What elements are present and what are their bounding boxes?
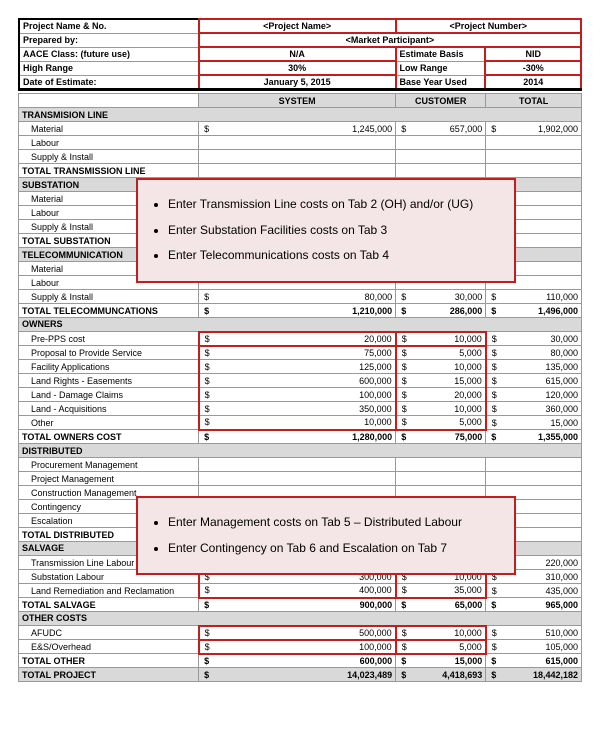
date-val[interactable]: January 5, 2015 [199, 75, 396, 90]
col-total: TOTAL [486, 94, 582, 108]
est-basis-label: Estimate Basis [396, 47, 486, 61]
callout-management: Enter Management costs on Tab 5 – Distri… [136, 496, 516, 575]
row-owners-dmg: Land - Damage Claims $100,000 $20,000 $1… [19, 388, 582, 402]
row-tele-supply: Supply & Install $80,000 $30,000 $110,00… [19, 290, 582, 304]
row-owners-ease: Land Rights - Easements $600,000 $15,000… [19, 374, 582, 388]
callout-item: Enter Telecommunications costs on Tab 4 [168, 245, 500, 267]
section-distributed: DISTRIBUTED [19, 444, 582, 458]
row-owners-fac: Facility Applications $125,000 $10,000 $… [19, 360, 582, 374]
row-dist-proc: Procurement Management [19, 458, 582, 472]
row-other-eso: E&S/Overhead $100,000 $5,000 $105,000 [19, 640, 582, 654]
est-basis-val[interactable]: NID [485, 47, 581, 61]
row-owners-acq: Land - Acquisitions $350,000 $10,000 $36… [19, 402, 582, 416]
row-other-total: TOTAL OTHER $600,000 $15,000 $615,000 [19, 654, 582, 668]
row-other-afudc: AFUDC $500,000 $10,000 $510,000 [19, 626, 582, 640]
base-val[interactable]: 2014 [485, 75, 581, 90]
row-trans-labour: Labour [19, 136, 582, 150]
row-salv-total: TOTAL SALVAGE $900,000 $65,000 $965,000 [19, 598, 582, 612]
header-table: Project Name & No. <Project Name> <Proje… [18, 18, 582, 91]
row-owners-other: Other $10,000 $5,000 $15,000 [19, 416, 582, 430]
proj-number[interactable]: <Project Number> [396, 19, 581, 33]
prep-val[interactable]: <Market Participant> [199, 33, 581, 47]
row-owners-total: TOTAL OWNERS COST $1,280,000 $75,000 $1,… [19, 430, 582, 444]
callout-item: Enter Transmission Line costs on Tab 2 (… [168, 194, 500, 216]
row-tele-total: TOTAL TELECOMMUNCATIONS $1,210,000 $286,… [19, 304, 582, 318]
high-label: High Range [19, 61, 199, 75]
base-label: Base Year Used [396, 75, 486, 90]
section-transmission: TRANSMISION LINE [19, 108, 582, 122]
low-label: Low Range [396, 61, 486, 75]
low-val[interactable]: -30% [485, 61, 581, 75]
callout-transmission: Enter Transmission Line costs on Tab 2 (… [136, 178, 516, 283]
section-owners: OWNERS [19, 318, 582, 332]
row-owners-prop: Proposal to Provide Service $75,000 $5,0… [19, 346, 582, 360]
section-other: OTHER COSTS [19, 612, 582, 626]
aace-val[interactable]: N/A [199, 47, 396, 61]
aace-label: AACE Class: (future use) [19, 47, 199, 61]
row-dist-proj: Project Management [19, 472, 582, 486]
row-trans-supply: Supply & Install [19, 150, 582, 164]
callout-item: Enter Management costs on Tab 5 – Distri… [168, 512, 500, 534]
proj-name[interactable]: <Project Name> [199, 19, 396, 33]
date-label: Date of Estimate: [19, 75, 199, 90]
col-customer: CUSTOMER [396, 94, 486, 108]
callout-item: Enter Substation Facilities costs on Tab… [168, 220, 500, 242]
proj-label: Project Name & No. [19, 19, 199, 33]
high-val[interactable]: 30% [199, 61, 396, 75]
row-trans-total: TOTAL TRANSMISSION LINE [19, 164, 582, 178]
cost-estimate-sheet: Project Name & No. <Project Name> <Proje… [18, 18, 582, 682]
row-grand-total: TOTAL PROJECT $14,023,489 $4,418,693 $18… [19, 668, 582, 682]
row-owners-pps: Pre-PPS cost $20,000 $10,000 $30,000 [19, 332, 582, 346]
prep-label: Prepared by: [19, 33, 199, 47]
col-system: SYSTEM [199, 94, 396, 108]
row-trans-material: Material $1,245,000 $657,000 $1,902,000 [19, 122, 582, 136]
row-salv-land: Land Remediation and Reclamation $400,00… [19, 584, 582, 598]
callout-item: Enter Contingency on Tab 6 and Escalatio… [168, 538, 500, 560]
